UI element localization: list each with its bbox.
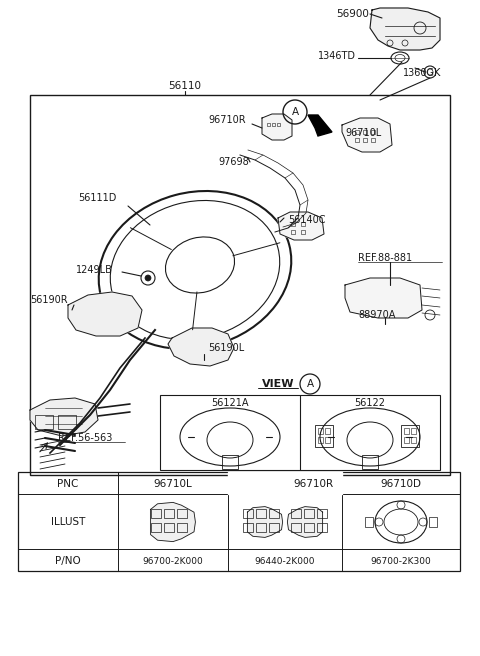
Text: 88970A: 88970A [358,310,396,320]
Polygon shape [342,118,392,152]
Bar [30,95,450,475]
Text: 96710L: 96710L [154,479,192,489]
Bar [269,509,279,518]
Polygon shape [151,502,195,542]
Bar [365,517,373,527]
Bar [355,138,359,142]
Text: 96700-2K000: 96700-2K000 [143,556,204,565]
Bar [58,415,76,429]
Text: 96710R: 96710R [208,115,246,125]
Polygon shape [262,114,292,140]
Text: 56190L: 56190L [208,343,244,353]
Bar [304,509,314,518]
Text: 97698: 97698 [218,157,249,167]
Bar [317,509,327,518]
Bar [363,138,367,142]
Text: 96710L: 96710L [345,128,381,138]
Bar [355,130,359,134]
Polygon shape [345,278,422,318]
Circle shape [145,275,151,281]
Text: 96710R: 96710R [293,479,333,489]
Bar [304,523,314,532]
Bar [401,425,419,447]
Bar [411,437,416,443]
Text: 56111D: 56111D [78,193,116,203]
Text: VIEW: VIEW [262,379,295,389]
Polygon shape [168,328,234,366]
Bar [429,517,437,527]
Polygon shape [247,506,283,537]
Text: 1249LB: 1249LB [76,265,113,275]
Bar [301,222,305,226]
Text: 56140C: 56140C [288,215,325,225]
Bar [222,455,238,469]
Bar [269,523,279,532]
Text: P/NO: P/NO [55,556,81,566]
Bar [151,523,161,532]
Polygon shape [68,292,142,336]
Bar [318,428,323,434]
Polygon shape [308,115,332,136]
Bar [291,230,295,234]
Bar [177,509,187,518]
Bar [35,415,53,429]
Bar [256,523,266,532]
Bar [277,123,280,126]
Bar [291,523,301,532]
Bar [404,428,409,434]
Bar [325,437,330,443]
Bar [272,123,275,126]
Text: 1346TD: 1346TD [318,51,356,61]
Bar [256,509,266,518]
Text: 56110: 56110 [168,81,202,91]
Bar [317,523,327,532]
Bar [362,455,378,469]
Bar [243,523,253,532]
Text: 56900: 56900 [336,9,369,19]
Bar [315,425,333,447]
Text: ILLUST: ILLUST [51,517,85,527]
Bar [267,123,270,126]
Text: 96710D: 96710D [381,479,421,489]
Bar [164,509,174,518]
Text: REF.88-881: REF.88-881 [358,253,412,263]
Text: 56190R: 56190R [30,295,68,305]
Text: REF.56-563: REF.56-563 [58,433,112,443]
Bar [291,222,295,226]
Text: A: A [291,107,299,117]
Bar [371,130,375,134]
Bar [325,428,330,434]
Text: A: A [306,379,313,389]
Bar [363,130,367,134]
Polygon shape [288,506,323,537]
Bar [18,472,460,571]
Text: PNC: PNC [57,479,79,489]
Bar [301,230,305,234]
Bar [243,509,253,518]
Bar [291,509,301,518]
Bar [151,509,161,518]
Bar [177,523,187,532]
Text: 56122: 56122 [355,398,385,408]
Polygon shape [228,472,342,494]
Text: 96700-2K300: 96700-2K300 [371,558,432,567]
Bar [371,138,375,142]
Polygon shape [370,8,440,50]
Text: 96440-2K000: 96440-2K000 [255,556,315,565]
Bar [160,395,440,470]
Text: 1360GK: 1360GK [403,68,442,78]
Bar [411,428,416,434]
Polygon shape [278,212,324,240]
Bar [404,437,409,443]
Polygon shape [30,398,98,436]
Bar [164,523,174,532]
Text: 56121A: 56121A [211,398,249,408]
Bar [318,437,323,443]
